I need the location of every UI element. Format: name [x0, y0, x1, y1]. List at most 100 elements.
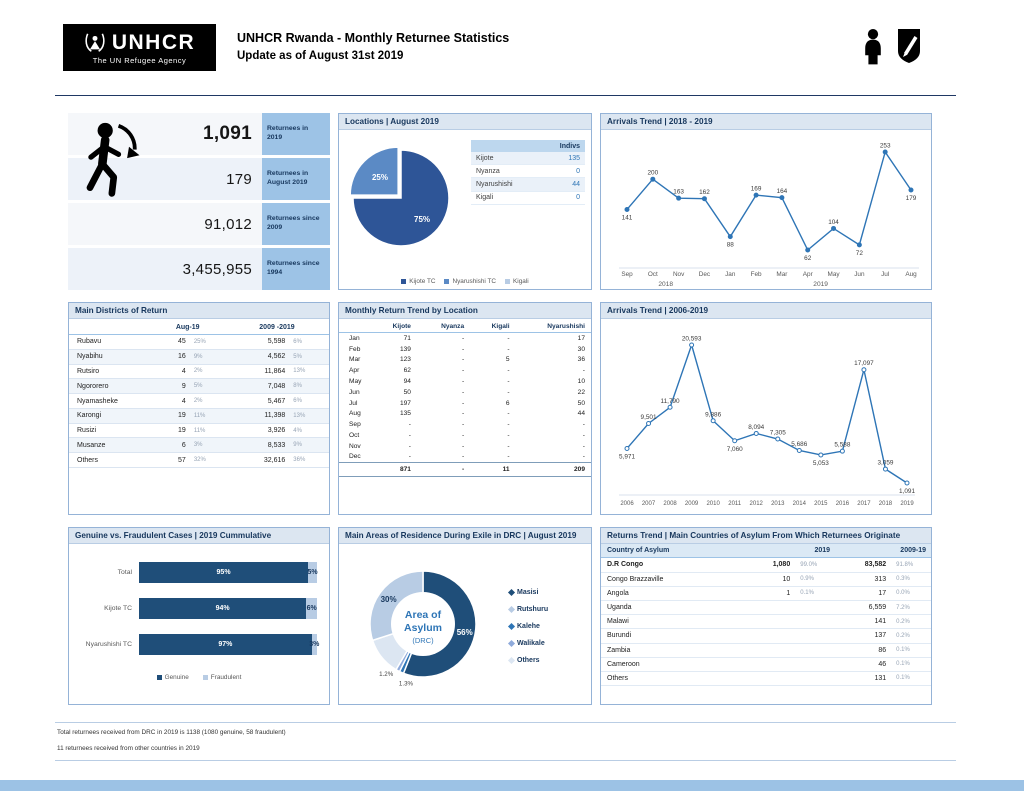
returns-body: Country of Asylum 2019 2009-19 D.R Congo…	[601, 544, 931, 704]
table-cell: 17	[577, 334, 585, 342]
table-cell	[795, 657, 836, 672]
bar-track: 94% 6%	[139, 598, 317, 619]
axis-tick-label: Aug	[905, 271, 917, 278]
table-cell: -	[461, 442, 465, 450]
legend-label: Kigali	[513, 278, 529, 285]
table-cell: -	[507, 453, 510, 461]
table-cell: 5,467	[224, 393, 289, 409]
stat-value: 179	[226, 170, 252, 188]
column-header: 2009-19	[835, 544, 931, 559]
data-label: 5,686	[791, 441, 807, 448]
table-row: Congo Brazzaville 10 0.9% 313 0.3%	[601, 572, 931, 587]
table-cell: 4%	[288, 423, 329, 439]
table-cell: 45	[150, 334, 189, 350]
slice-label: 56%	[457, 628, 473, 637]
table-cell: 83,582	[835, 557, 892, 573]
legend-item: Walikale	[507, 639, 548, 647]
table-cell: 8%	[288, 378, 329, 395]
districts-body-wrap: Aug-19 2009 -2019 Rubavu 45 25% 5,598 6% Nyab…	[69, 319, 329, 514]
table-cell: Karongi	[69, 408, 151, 424]
panel-title: Genuine vs. Fraudulent Cases | 2019 Cumm…	[69, 528, 329, 544]
table-cell: 0	[548, 191, 585, 205]
table-cell: 0.1%	[891, 657, 931, 672]
table-cell: 0.0%	[891, 586, 931, 601]
table-cell: 32%	[188, 452, 225, 469]
table-cell: Angola	[601, 586, 740, 601]
table-cell: 0.9%	[795, 572, 836, 587]
table-row: Musanze 6 3% 8,533 9%	[69, 437, 329, 454]
chart-legend: Kijote TC Nyarushishi TC Kigali	[339, 278, 591, 285]
trend-line	[626, 342, 908, 484]
data-label: 72	[856, 250, 864, 257]
table-cell: Jan	[349, 334, 360, 342]
panel-title: Main Areas of Residence During Exile in …	[339, 528, 591, 544]
returnee-walking-icon	[86, 122, 140, 197]
bar-category-label: Kijote TC	[104, 605, 132, 612]
data-point	[779, 195, 785, 201]
table-cell: 141	[835, 614, 892, 630]
data-point	[882, 149, 888, 155]
bar-track: 97% 3%	[139, 634, 319, 655]
table-cell	[795, 628, 836, 644]
table-cell: -	[461, 431, 465, 439]
slice-label: 75%	[414, 215, 430, 224]
table-cell: Nyamasheke	[69, 393, 151, 409]
axis-tick-label: Jan	[725, 271, 736, 278]
axis-tick-label: 2018	[879, 501, 893, 507]
stat-value: 3,455,955	[182, 260, 252, 278]
page-title: UNHCR Rwanda - Monthly Returnee Statisti…	[237, 31, 510, 45]
axis-tick-label: Dec	[699, 271, 711, 278]
panel-locations: Locations | August 2019 75% 25% Indivs Ki…	[338, 113, 592, 290]
table-row: Oct - - - -	[339, 430, 591, 441]
logo-top: UNHCR	[69, 31, 210, 55]
trend-line	[626, 150, 912, 252]
bottom-bar	[0, 780, 1024, 791]
column-header	[339, 320, 371, 333]
table-row: Jul 197 - 6 50	[339, 398, 591, 409]
table-cell: 131	[835, 671, 892, 687]
stat-label: Returnees in 2019	[262, 113, 330, 155]
data-point	[775, 436, 781, 442]
arrivals-2018-2019-line-chart: 141 Sep 200 Oct 163 Nov 162 Dec 88 Jan 169 Feb 164 Ma…	[619, 143, 919, 288]
data-point	[624, 206, 630, 212]
stat-label: Returnees since 2009	[262, 203, 330, 245]
table-cell: D.R Congo	[601, 557, 740, 573]
axis-tick-label: Nov	[673, 271, 685, 278]
bar-track: 95% 5%	[139, 562, 318, 583]
axis-tick-label: 2014	[793, 501, 807, 507]
axis-tick-label: Oct	[648, 271, 658, 278]
table-cell: -	[582, 442, 585, 450]
table-row: Dec - - - -	[339, 452, 591, 463]
table-cell: Dec	[349, 453, 361, 461]
table-row: May 94 - - 10	[339, 376, 591, 387]
axis-tick-label: 2010	[706, 501, 720, 507]
table-cell: Rusizi	[69, 423, 151, 439]
table-cell: 19	[150, 423, 189, 439]
table-row: Zambia 86 0.1%	[601, 643, 931, 658]
arrivals-2006-2019-line-chart: 5,971 2006 9,501 2007 11,790 2008 20,593 2009 9,…	[619, 336, 915, 507]
legend-item: Nyarushishi TC	[444, 278, 496, 285]
data-label: 7,305	[770, 430, 786, 437]
legend-item: Masisi	[507, 588, 548, 596]
locations-pie-chart: 75% 25%	[349, 146, 450, 247]
table-row: Cameroon 46 0.1%	[601, 657, 931, 672]
table-cell	[739, 643, 796, 658]
table-cell: 8,533	[224, 437, 289, 454]
table-cell: 135	[548, 152, 585, 166]
data-label: 141	[622, 214, 633, 221]
data-label: 3,059	[877, 460, 893, 467]
data-label: 9,501	[641, 414, 657, 421]
data-point	[882, 466, 888, 472]
axis-tick-label: Mar	[776, 271, 788, 278]
table-cell: Rutsiro	[69, 364, 151, 380]
table-header-row: Aug-19 2009 -2019	[69, 321, 329, 335]
table-cell: 11,398	[224, 408, 289, 424]
table-cell: 137	[835, 628, 892, 644]
slice-label: 25%	[372, 173, 388, 182]
table-cell: Aug	[349, 410, 361, 418]
table-cell: 10	[577, 378, 585, 386]
legend-label: Masisi	[517, 588, 539, 596]
table-row: D.R Congo 1,080 99.0% 83,582 91.8%	[601, 557, 931, 573]
data-label: 5,053	[813, 460, 829, 467]
column-header	[69, 321, 151, 335]
